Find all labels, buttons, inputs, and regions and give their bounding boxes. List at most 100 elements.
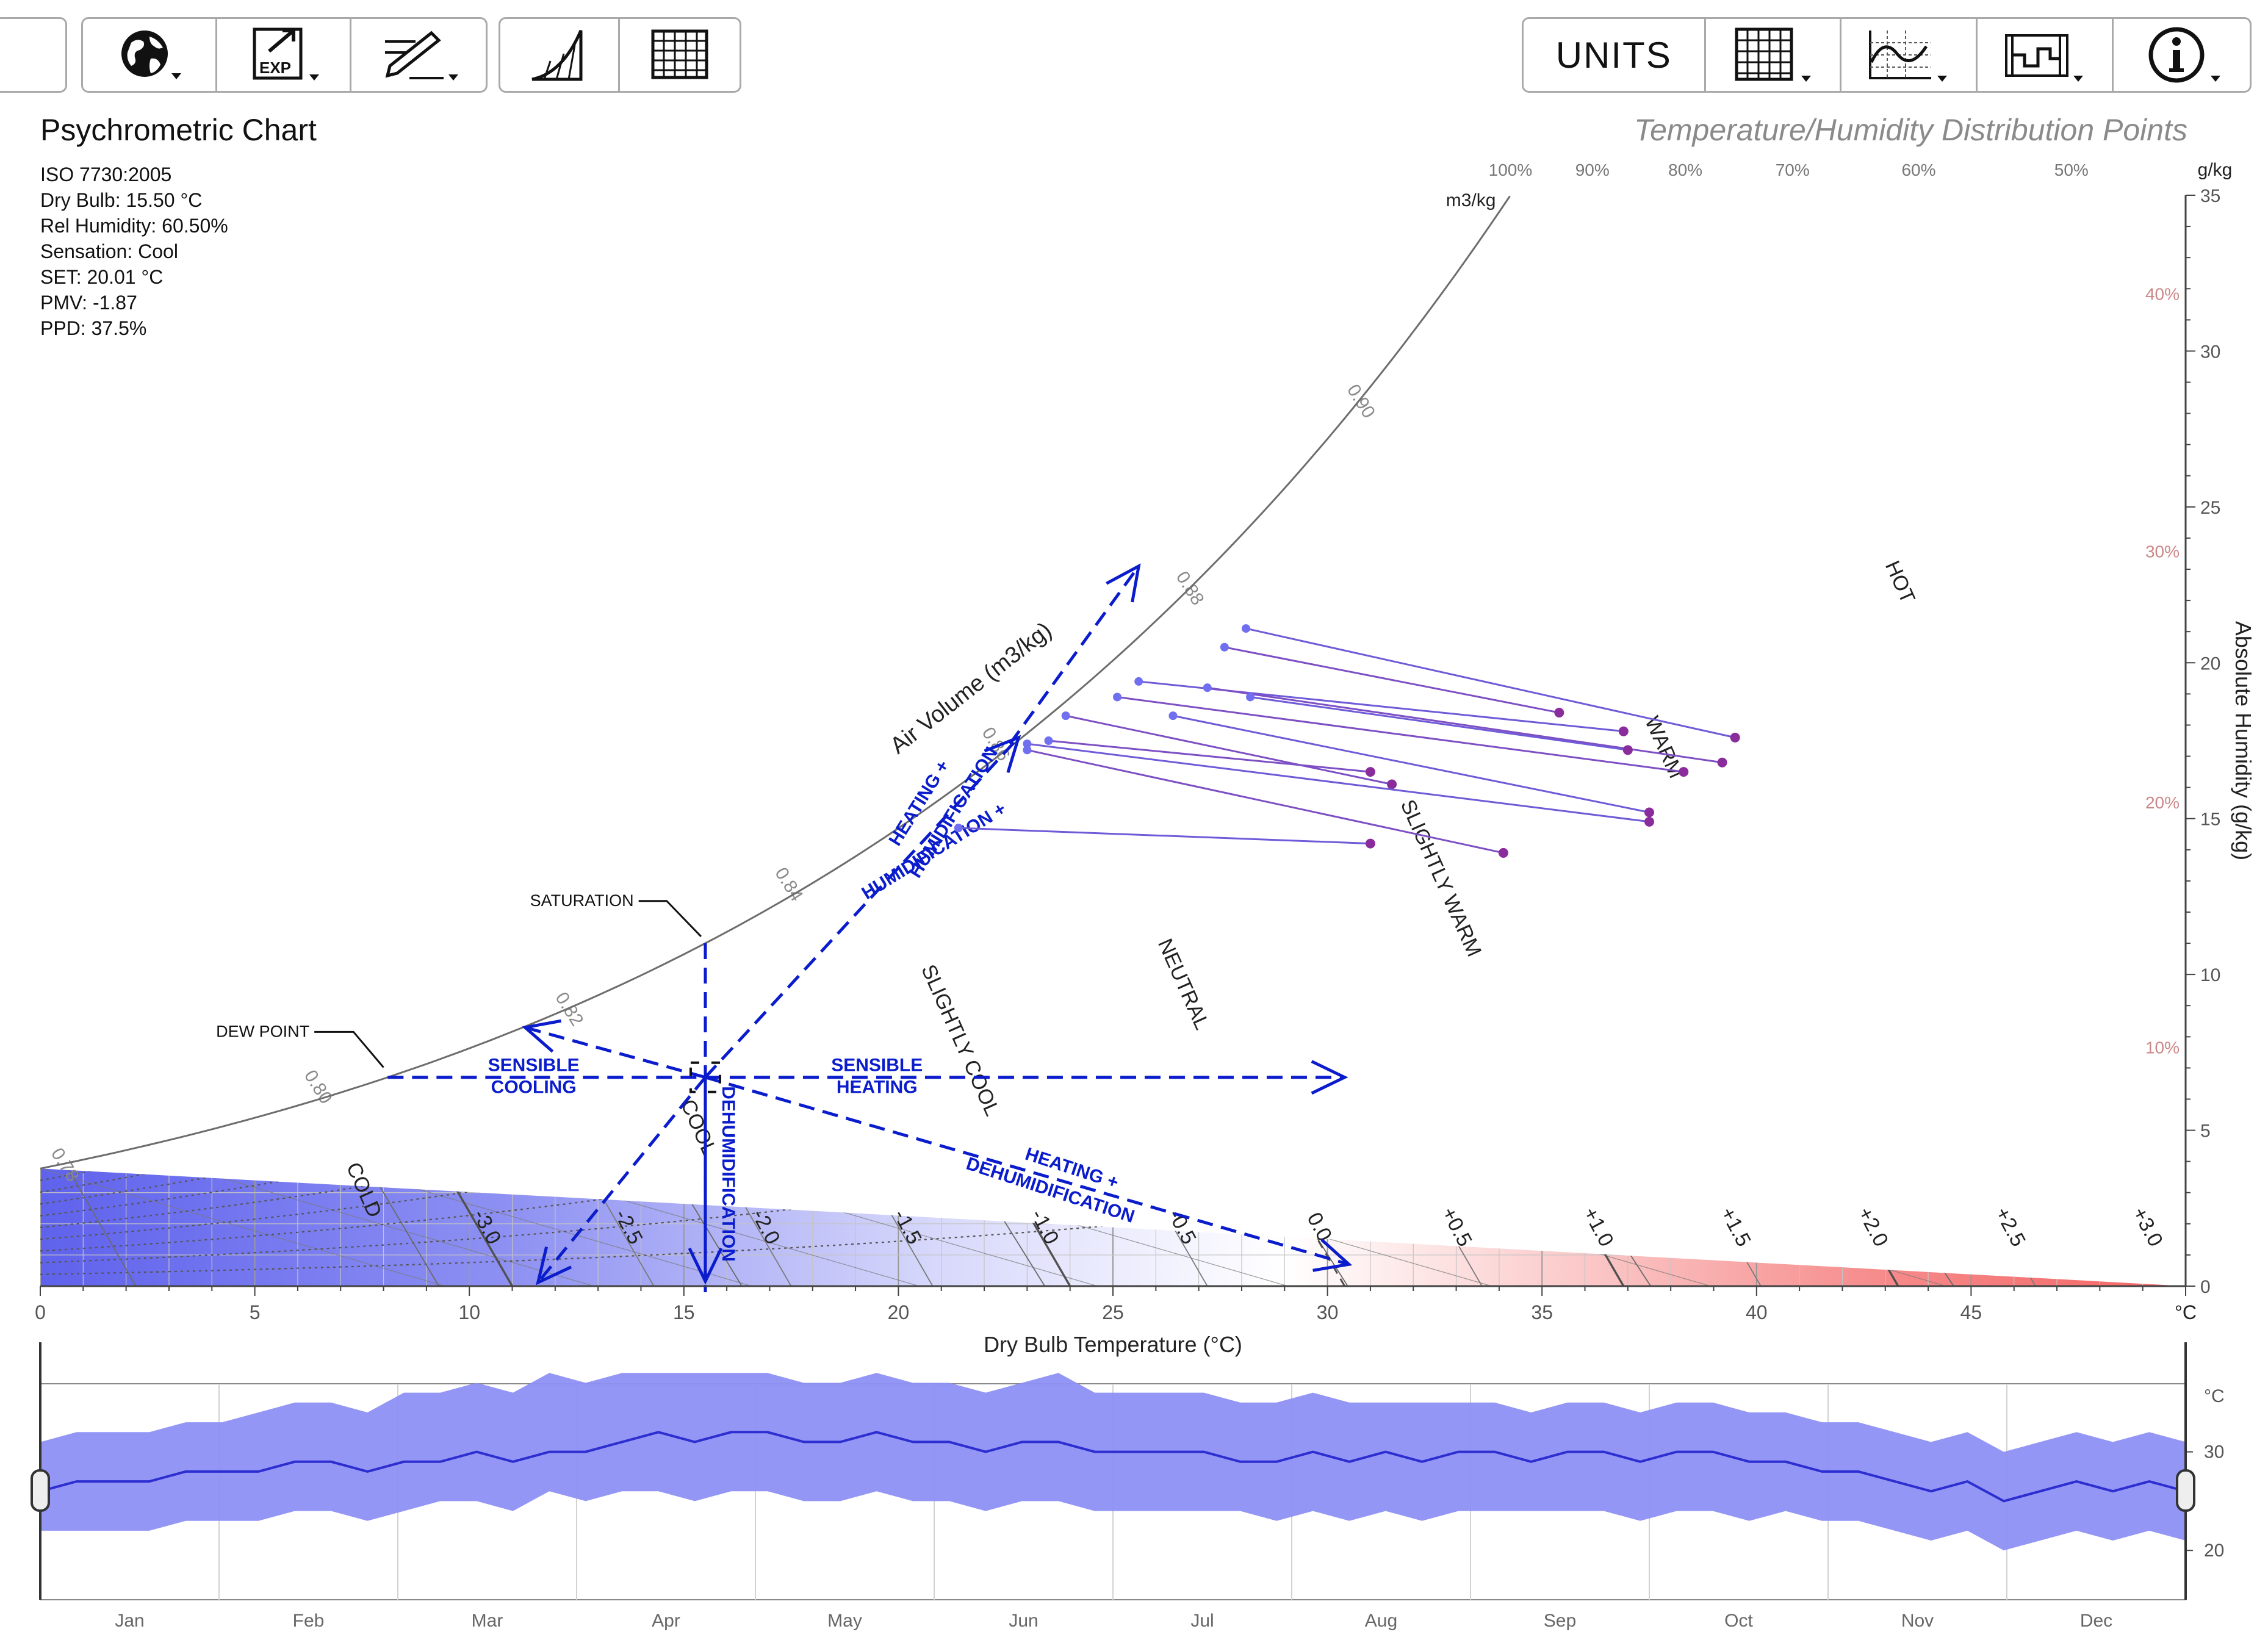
rh-side-label: 30% [2145,542,2180,561]
temperature-range-band [40,1373,2186,1551]
segment-line [1027,749,1504,854]
segment-end-point [1730,732,1740,743]
pmv-line [40,1168,513,1286]
saturation-curve [40,195,1511,1170]
segment-end-point [1622,745,1633,755]
volume-label: 0.82 [551,988,587,1029]
segment-line [1117,696,1684,773]
segment-line [1173,714,1650,813]
month-label: Jun [1009,1611,1038,1631]
volume-label: 0.84 [771,864,807,905]
rh-curve [40,1168,2186,1228]
location-globe-button[interactable] [83,19,218,91]
wet-bulb-line [555,1168,1492,1286]
info-line-sensation: Sensation: Cool [40,240,178,262]
y-tick-label: 30 [2200,342,2220,362]
units-label: UNITS [1555,34,1672,76]
x-tick-label: 10 [458,1301,480,1323]
range-end-handle[interactable] [2176,1469,2195,1512]
segment-start-point [1220,642,1229,652]
pmv-line [1541,1168,2174,1286]
svg-text:EXP: EXP [259,59,291,77]
info-button[interactable] [2114,19,2250,91]
rh-top-label: 80% [1668,160,1702,179]
month-label: May [827,1611,862,1631]
y-tick-label: 0 [2200,1277,2211,1297]
volume-line [40,1168,439,1286]
info-line-set: SET: 20.01 °C [40,266,163,288]
pmv-line [992,1168,1625,1286]
grid-icon [651,29,708,79]
y-unit-top: g/kg [2198,160,2233,180]
y-tick-label: 10 [2200,965,2220,985]
chart-curve-button[interactable] [500,19,621,91]
month-label: Aug [1365,1611,1397,1631]
globe-icon [121,31,181,79]
x-tick-label: 45 [1960,1301,1982,1323]
sensible-cooling-label-1: SENSIBLE [488,1056,580,1076]
wave-chart-icon [1869,31,1948,82]
rh-top-label: 50% [2054,160,2089,179]
air-volume-arrow-head [1106,563,1141,603]
segment-start-point [1241,624,1250,633]
sensible-cooling-label-2: COOLING [491,1077,577,1098]
distribution-segment [1061,711,1397,789]
units-button[interactable]: UNITS [1524,19,1706,91]
pmv-label: +1.0 [1579,1203,1618,1250]
export-button[interactable]: EXP [217,19,352,91]
grid-options-button[interactable] [1706,19,1842,91]
segment-line [1065,714,1392,785]
volume-label: 0.80 [300,1066,336,1107]
segment-end-point [1679,767,1689,777]
dew-point-callout [314,1030,384,1068]
psychro-curve-icon [531,30,582,81]
segment-start-point [954,824,963,833]
rh-top-label: 70% [1776,160,1810,179]
saturation-label: SATURATION [530,891,634,910]
pmv-line [438,1168,1071,1286]
heating-humid-arrow [704,736,1020,1079]
pmv-label: +1.5 [1716,1203,1755,1250]
x-tick-label: 15 [673,1301,695,1323]
wet-bulb-line [1585,1168,2186,1286]
rh-side-label: 40% [2145,284,2180,303]
cooling-humid-arrow-head [522,1019,562,1053]
wet-bulb-line [1156,1168,2186,1286]
sensible-heating-label-2: HEATING [837,1077,918,1098]
display-options-button[interactable] [1978,19,2114,91]
range-start-handle[interactable] [31,1469,50,1512]
info-icon [2148,27,2220,83]
toolbar-left-group: EXP [81,17,488,93]
cooling-dehumid-arrow [536,1076,707,1284]
info-line-pmv: PMV: -1.87 [40,292,137,314]
x-tick-label: 20 [888,1301,910,1323]
zone-hot: HOT [1881,558,1920,607]
dehumidification-label: DEHUMIDIFICATION [718,1086,738,1262]
wet-bulb-line [1070,1168,2186,1286]
segment-line [1250,696,1629,751]
x-tick-label: 30 [1317,1301,1339,1323]
pmv-label: +0.5 [1437,1203,1477,1250]
y-tick-label: 15 [2200,810,2220,830]
segment-end-point [1365,767,1375,777]
month-label: Mar [472,1611,503,1631]
grid-button[interactable] [620,19,740,91]
grid-dropdown-icon [1735,27,1812,82]
state-point-marker [689,1061,721,1093]
air-volume-label: Air Volume (m3/kg) [885,617,1056,759]
pmv-line [1404,1168,2036,1286]
segment-end-point [1717,757,1727,768]
x-unit-label: °C [2175,1301,2197,1323]
x-tick-label: 25 [1102,1301,1124,1323]
segment-end-point [1365,838,1375,849]
cooling-humid-arrow [524,1026,706,1079]
distribution-segment [1246,692,1633,755]
edit-button[interactable] [351,19,486,91]
x-axis-title: Dry Bulb Temperature (°C) [984,1332,1242,1357]
pmv-label: +3.0 [2128,1203,2167,1250]
overlay-options-button[interactable] [1841,19,1978,91]
segment-end-point [1498,847,1508,858]
segment-start-point [1113,692,1122,702]
